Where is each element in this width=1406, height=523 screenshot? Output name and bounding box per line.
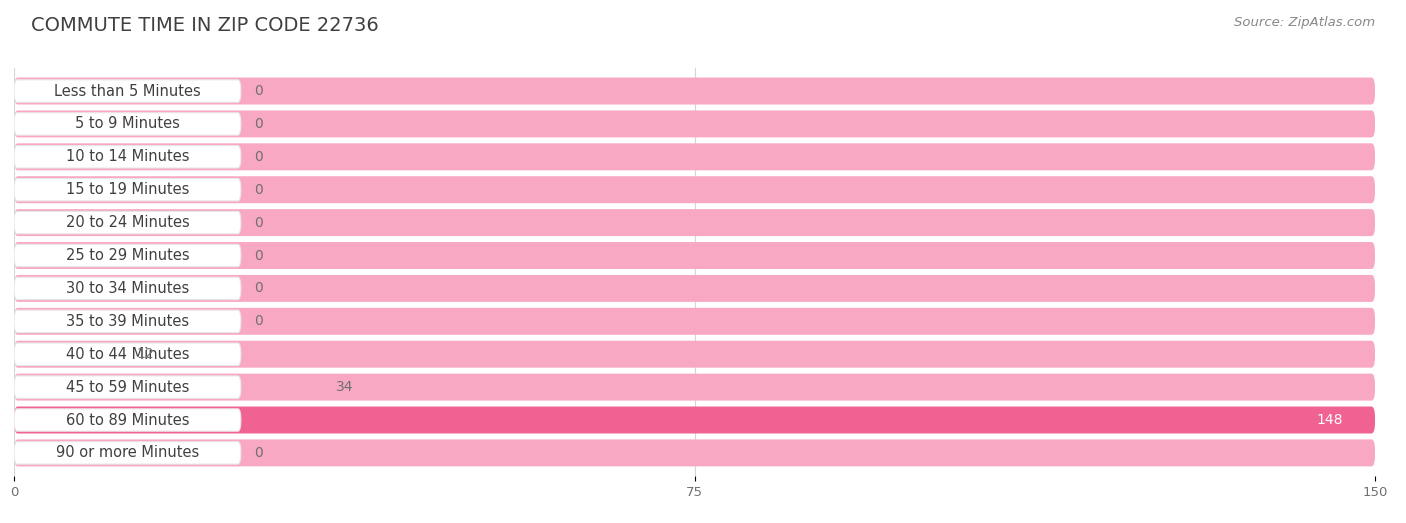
FancyBboxPatch shape xyxy=(14,113,240,135)
Text: 0: 0 xyxy=(254,117,263,131)
Text: 148: 148 xyxy=(1317,413,1343,427)
Text: 0: 0 xyxy=(254,248,263,263)
FancyBboxPatch shape xyxy=(14,145,240,168)
Text: 60 to 89 Minutes: 60 to 89 Minutes xyxy=(66,413,190,427)
FancyBboxPatch shape xyxy=(14,406,1375,434)
Text: 12: 12 xyxy=(136,347,155,361)
Text: 35 to 39 Minutes: 35 to 39 Minutes xyxy=(66,314,188,329)
Text: 0: 0 xyxy=(254,215,263,230)
FancyBboxPatch shape xyxy=(14,211,240,234)
Text: COMMUTE TIME IN ZIP CODE 22736: COMMUTE TIME IN ZIP CODE 22736 xyxy=(31,16,378,35)
FancyBboxPatch shape xyxy=(14,244,240,267)
Text: 30 to 34 Minutes: 30 to 34 Minutes xyxy=(66,281,188,296)
Text: 0: 0 xyxy=(254,314,263,328)
FancyBboxPatch shape xyxy=(14,275,1375,302)
Text: 0: 0 xyxy=(254,183,263,197)
FancyBboxPatch shape xyxy=(14,178,240,201)
FancyBboxPatch shape xyxy=(14,277,240,300)
Text: 45 to 59 Minutes: 45 to 59 Minutes xyxy=(66,380,190,395)
FancyBboxPatch shape xyxy=(14,340,1375,368)
Text: 34: 34 xyxy=(336,380,354,394)
FancyBboxPatch shape xyxy=(14,110,1375,138)
FancyBboxPatch shape xyxy=(14,376,240,399)
Text: 0: 0 xyxy=(254,446,263,460)
FancyBboxPatch shape xyxy=(14,310,240,333)
FancyBboxPatch shape xyxy=(14,143,1375,170)
FancyBboxPatch shape xyxy=(14,373,1375,401)
Text: Source: ZipAtlas.com: Source: ZipAtlas.com xyxy=(1234,16,1375,29)
Text: 5 to 9 Minutes: 5 to 9 Minutes xyxy=(75,117,180,131)
Text: 10 to 14 Minutes: 10 to 14 Minutes xyxy=(66,149,190,164)
Text: 40 to 44 Minutes: 40 to 44 Minutes xyxy=(66,347,190,362)
FancyBboxPatch shape xyxy=(14,409,240,431)
FancyBboxPatch shape xyxy=(14,308,1375,335)
Text: 0: 0 xyxy=(254,84,263,98)
Text: 0: 0 xyxy=(254,150,263,164)
Text: 20 to 24 Minutes: 20 to 24 Minutes xyxy=(66,215,190,230)
FancyBboxPatch shape xyxy=(14,242,1375,269)
Text: Less than 5 Minutes: Less than 5 Minutes xyxy=(53,84,201,98)
Text: 90 or more Minutes: 90 or more Minutes xyxy=(56,446,200,460)
FancyBboxPatch shape xyxy=(14,442,240,464)
Text: 15 to 19 Minutes: 15 to 19 Minutes xyxy=(66,182,190,197)
FancyBboxPatch shape xyxy=(14,343,240,366)
FancyBboxPatch shape xyxy=(14,209,1375,236)
Text: 25 to 29 Minutes: 25 to 29 Minutes xyxy=(66,248,190,263)
FancyBboxPatch shape xyxy=(14,176,1375,203)
FancyBboxPatch shape xyxy=(14,80,240,102)
FancyBboxPatch shape xyxy=(14,77,1375,105)
FancyBboxPatch shape xyxy=(14,439,1375,467)
Text: 0: 0 xyxy=(254,281,263,295)
